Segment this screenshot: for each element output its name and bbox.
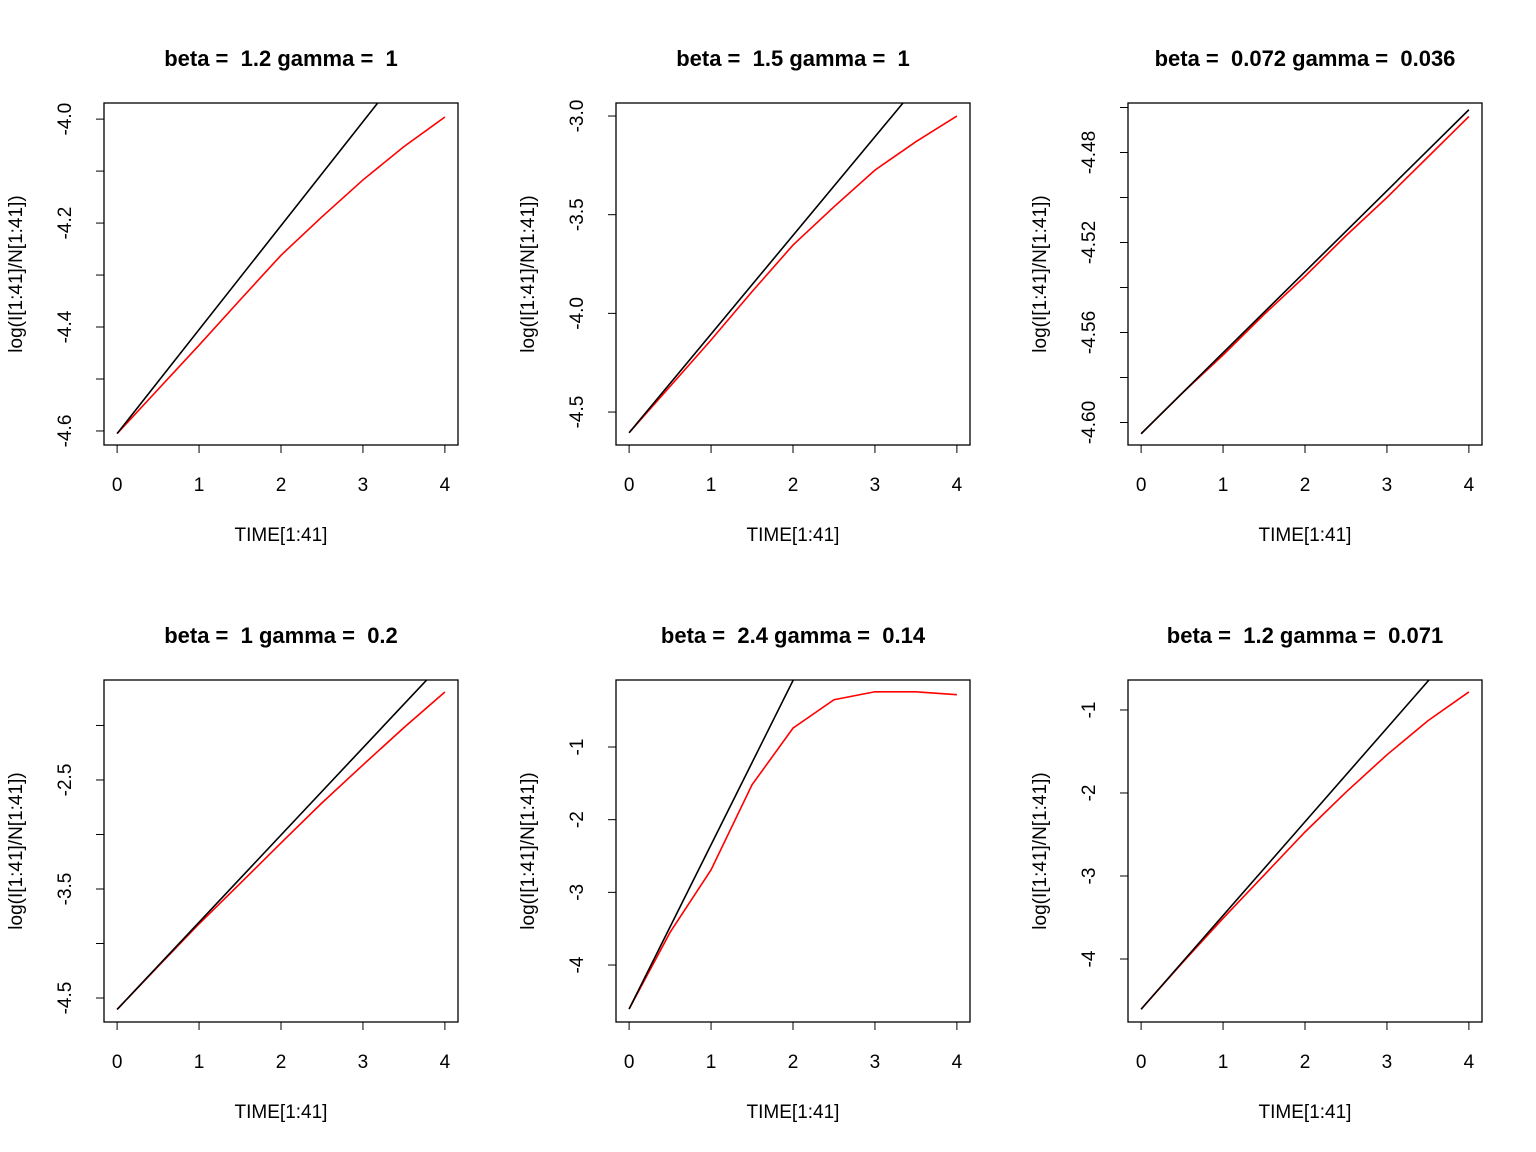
x-tick-label: 1: [194, 475, 205, 496]
chart-title: beta = 1.2 gamma = 0.071: [1167, 623, 1443, 648]
x-tick-label: 3: [1382, 475, 1393, 496]
y-tick-label: -4.56: [1079, 311, 1100, 354]
x-tick-label: 2: [276, 1052, 287, 1073]
y-tick-label: -4.5: [55, 982, 76, 1015]
series-line: [1140, 109, 1470, 435]
series-line: [628, 115, 958, 434]
y-tick-label: -4.48: [1079, 131, 1100, 174]
plot-box: [103, 102, 459, 446]
y-tick-label: -4.2: [55, 207, 76, 240]
y-tick-label: -3.0: [567, 100, 588, 133]
x-tick-label: 4: [1464, 475, 1475, 496]
chart-title: beta = 1.5 gamma = 1: [676, 46, 910, 71]
chart-title: beta = 2.4 gamma = 0.14: [661, 623, 926, 648]
y-axis-label: log(I[1:41]/N[1:41]): [518, 772, 539, 929]
y-tick-label: -4: [1079, 950, 1100, 967]
y-tick-label: -4.5: [567, 396, 588, 429]
y-axis-label: log(I[1:41]/N[1:41]): [6, 195, 27, 352]
chart-title: beta = 1 gamma = 0.2: [164, 623, 398, 648]
x-tick-label: 4: [440, 1052, 451, 1073]
chart-title: beta = 0.072 gamma = 0.036: [1155, 46, 1456, 71]
x-tick-label: 0: [1136, 1052, 1147, 1073]
y-tick-label: -2: [1079, 785, 1100, 802]
y-tick-label: -4.60: [1079, 401, 1100, 444]
series-line: [1140, 691, 1470, 1010]
x-tick-label: 0: [112, 1052, 123, 1073]
y-tick-label: -2: [567, 811, 588, 828]
x-tick-label: 4: [440, 475, 451, 496]
y-axis-label: log(I[1:41]/N[1:41]): [6, 772, 27, 929]
series-line: [1140, 680, 1431, 1010]
series-line: [628, 690, 957, 1010]
y-tick-label: -4.4: [55, 310, 76, 343]
series-line: [116, 691, 446, 1011]
panel: beta = 1 gamma = 0.2 TIME[1:41] log(I[1:41…: [6, 623, 459, 1123]
x-axis-label: TIME[1:41]: [1259, 525, 1352, 546]
plot-box: [615, 679, 971, 1023]
y-tick-label: -3.5: [55, 873, 76, 906]
y-tick-label: -4.6: [55, 415, 76, 448]
x-tick-label: 0: [624, 475, 635, 496]
x-tick-label: 3: [870, 475, 881, 496]
y-tick-label: -4: [567, 956, 588, 973]
x-tick-label: 4: [952, 475, 963, 496]
series-line: [116, 680, 428, 1011]
x-tick-label: 3: [358, 475, 369, 496]
x-tick-label: 0: [112, 475, 123, 496]
x-axis-label: TIME[1:41]: [235, 1102, 328, 1123]
x-tick-label: 1: [1218, 1052, 1229, 1073]
x-tick-label: 3: [358, 1052, 369, 1073]
x-tick-label: 2: [1300, 1052, 1311, 1073]
plot-box: [615, 102, 971, 446]
plot-box: [1127, 679, 1483, 1023]
panel: beta = 1.5 gamma = 1 TIME[1:41] log(I[1:41…: [518, 46, 971, 546]
y-tick-label: -4.0: [567, 297, 588, 330]
x-tick-label: 1: [1218, 475, 1229, 496]
x-tick-label: 3: [870, 1052, 881, 1073]
x-tick-label: 2: [788, 1052, 799, 1073]
y-tick-label: -4.52: [1079, 221, 1100, 264]
panel: beta = 2.4 gamma = 0.14 TIME[1:41] log(I[1…: [518, 623, 971, 1123]
panel: beta = 1.2 gamma = 0.071 TIME[1:41] log(I[…: [1030, 623, 1483, 1123]
y-tick-label: -1: [1079, 702, 1100, 719]
y-axis-label: log(I[1:41]/N[1:41]): [1030, 772, 1051, 929]
x-tick-label: 0: [1136, 475, 1147, 496]
x-tick-label: 4: [1464, 1052, 1475, 1073]
plot-box: [1127, 102, 1483, 446]
series-line: [628, 103, 905, 434]
x-axis-label: TIME[1:41]: [235, 525, 328, 546]
x-tick-label: 1: [706, 475, 717, 496]
y-axis-label: log(I[1:41]/N[1:41]): [518, 195, 539, 352]
x-tick-label: 1: [194, 1052, 205, 1073]
y-tick-label: -3: [1079, 868, 1100, 885]
x-tick-label: 1: [706, 1052, 717, 1073]
plot-box: [103, 679, 459, 1023]
y-tick-label: -2.5: [55, 764, 76, 797]
y-tick-label: -4.0: [55, 103, 76, 136]
y-tick-label: -3: [567, 884, 588, 901]
panel: beta = 1.2 gamma = 1 TIME[1:41] log(I[1:41…: [6, 46, 459, 546]
x-axis-label: TIME[1:41]: [747, 525, 840, 546]
series-line: [116, 116, 446, 435]
y-tick-label: -1: [567, 739, 588, 756]
x-tick-label: 3: [1382, 1052, 1393, 1073]
x-tick-label: 0: [624, 1052, 635, 1073]
y-axis-label: log(I[1:41]/N[1:41]): [1030, 195, 1051, 352]
chart-title: beta = 1.2 gamma = 1: [164, 46, 398, 71]
x-axis-label: TIME[1:41]: [1259, 1102, 1352, 1123]
x-tick-label: 4: [952, 1052, 963, 1073]
x-tick-label: 2: [788, 475, 799, 496]
x-axis-label: TIME[1:41]: [747, 1102, 840, 1123]
y-tick-label: -3.5: [567, 198, 588, 231]
panel: beta = 0.072 gamma = 0.036 TIME[1:41] log(…: [1030, 46, 1483, 546]
x-tick-label: 2: [1300, 475, 1311, 496]
x-tick-label: 2: [276, 475, 287, 496]
series-line: [116, 103, 379, 435]
